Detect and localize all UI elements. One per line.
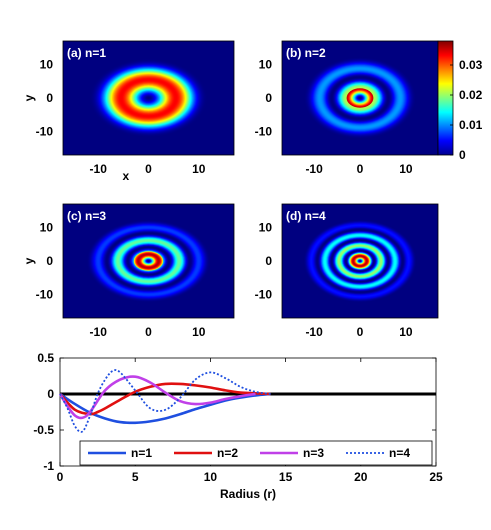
x-tick-label: -10 [305,162,323,176]
y-tick-label: -1 [43,459,54,473]
y-tick-label: 10 [40,220,54,234]
panel-label: (b) n=2 [286,46,326,60]
series-line-n=2 [59,382,271,416]
y-tick-label: -10 [255,125,273,139]
x-tick-label: 20 [354,470,368,484]
heatmap-rings [300,54,420,142]
x-axis-label: x [123,169,130,183]
heatmap-rings [83,54,214,142]
y-tick-label: 10 [40,57,54,71]
x-tick-label: 0 [145,162,152,176]
legend-label: n=2 [217,446,238,460]
y-axis-label: y [22,257,36,264]
x-tick-label: 10 [204,470,218,484]
colorbar-scale [437,40,454,156]
x-tick-label: 0 [357,325,364,339]
x-tick-label: 25 [429,470,443,484]
x-tick-label: 10 [192,162,206,176]
x-tick-label: 15 [279,470,293,484]
heatmap-panel-3: -10 0 10 10 0 -10 (c) n=3 y [22,203,235,339]
x-tick-label: 0 [145,325,152,339]
y-tick-label: -10 [255,288,273,302]
line-chart: 0 5 10 15 20 25 0.5 0 -0.5 -1 n=1 n=2 n=3 n=4 Radius (… [33,351,443,501]
colorbar: 0 0.01 0.02 0.03 [437,40,483,162]
y-tick-label: -10 [36,288,54,302]
x-tick-label: -10 [90,162,108,176]
panel-label: (a) n=1 [67,46,106,60]
x-axis-label: Radius (r) [220,487,276,501]
y-tick-label: 0 [265,254,272,268]
colorbar-tick-label: 0 [459,148,466,162]
x-tick-label: 10 [399,325,413,339]
y-tick-label: 0 [46,91,53,105]
x-tick-label: -10 [90,325,108,339]
heatmap-rings [300,217,420,305]
colorbar-tick-label: 0.01 [459,118,483,132]
y-tick-label: -0.5 [33,423,54,437]
legend-box [79,440,433,466]
y-tick-label: 0 [46,254,53,268]
panel-label: (c) n=3 [67,209,106,223]
x-tick-label: 0 [357,162,364,176]
x-tick-label: 5 [132,470,139,484]
heatmap-frame [62,40,235,156]
heatmap-rings [83,217,214,305]
y-tick-label: 0 [47,387,54,401]
x-tick-label: 0 [57,470,64,484]
y-tick-label: 10 [259,57,273,71]
x-tick-label: -10 [305,325,323,339]
y-tick-label: 0 [265,91,272,105]
heatmap-panel-1: -10 0 10 10 0 -10 (a) n=1 x y [22,40,235,183]
legend-label: n=1 [131,446,152,460]
x-tick-label: 10 [399,162,413,176]
heatmap-panel-2: -10 0 10 10 0 -10 (b) n=2 [255,40,439,176]
colorbar-tick-label: 0.03 [459,58,483,72]
y-tick-label: -10 [36,125,54,139]
heatmap-panel-4: -10 0 10 10 0 -10 (d) n=4 [255,203,439,339]
legend-label: n=3 [303,446,324,460]
x-tick-label: 10 [192,325,206,339]
legend-label: n=4 [389,446,410,460]
series-line-n=4 [59,369,271,433]
series-line-n=3 [58,375,256,420]
y-tick-label: 10 [259,220,273,234]
y-axis-label: y [22,94,36,101]
heatmap-frame [62,203,235,319]
y-tick-label: 0.5 [37,351,54,365]
panel-label: (d) n=4 [286,209,326,223]
heatmap-frame [281,203,439,319]
colorbar-tick-label: 0.02 [459,88,483,102]
